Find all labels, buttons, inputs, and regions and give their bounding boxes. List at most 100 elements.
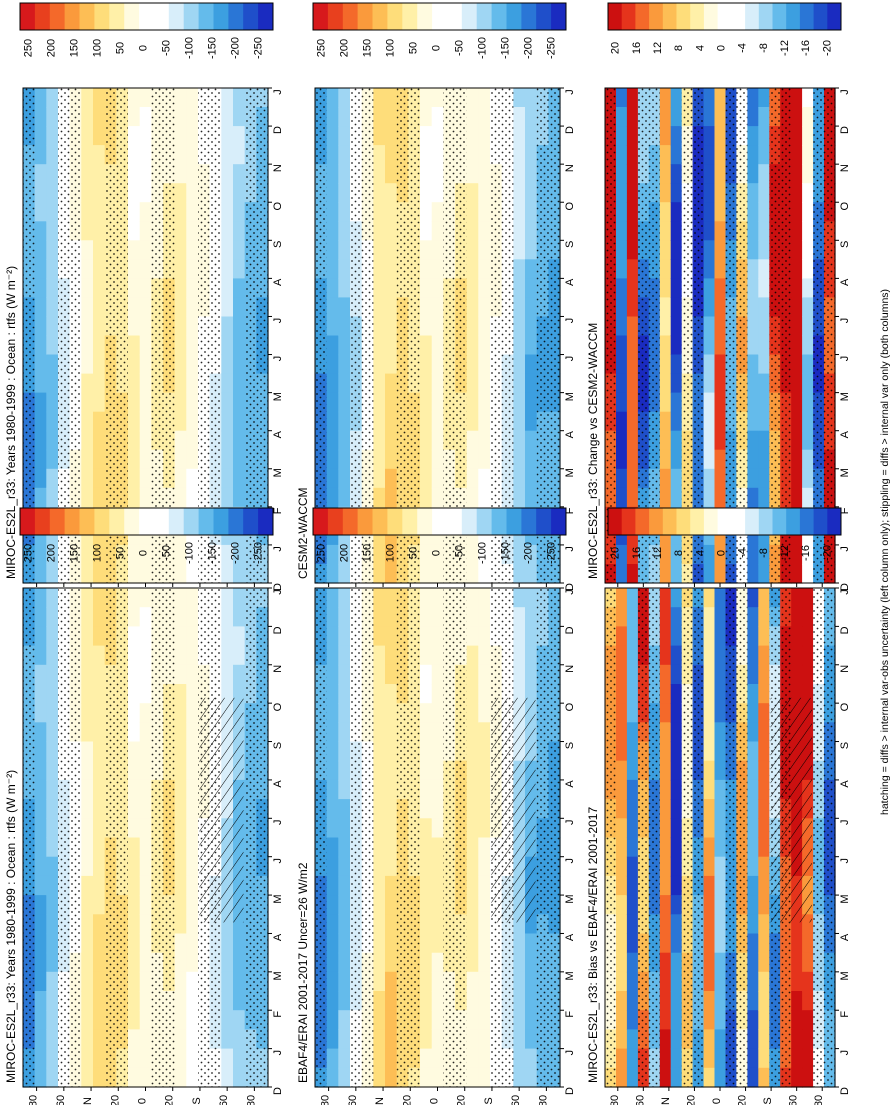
heat-cell <box>385 626 398 647</box>
heat-cell <box>221 240 234 260</box>
heat-cell <box>81 107 94 127</box>
heat-cell <box>34 1029 47 1050</box>
heat-cell <box>338 741 351 762</box>
heat-cell <box>46 487 59 508</box>
heat-cell <box>34 818 47 839</box>
heat-cell <box>326 1010 339 1030</box>
heat-cell <box>373 1048 386 1069</box>
heat-cell <box>81 392 94 413</box>
heat-cell <box>46 202 59 222</box>
heat-cell <box>466 914 479 935</box>
heat-cell <box>478 373 491 394</box>
time-tick-label: D <box>272 1087 284 1095</box>
heat-cell <box>758 107 770 127</box>
heat-cell <box>81 564 94 584</box>
heat-cell <box>714 991 727 1011</box>
heat-cell <box>703 664 716 685</box>
heat-cell <box>420 1029 433 1050</box>
lat-tick-label: 20 <box>456 1095 468 1105</box>
heat-cell <box>326 316 339 337</box>
heat-cell <box>420 278 433 298</box>
time-tick-label: D <box>839 126 851 134</box>
stipple-band <box>769 88 781 583</box>
heat-cell <box>420 703 433 723</box>
heat-cell <box>714 392 727 413</box>
heat-cell <box>34 779 47 800</box>
heat-cell <box>703 971 716 992</box>
heat-cell <box>478 779 491 800</box>
time-tick-label: M <box>272 392 284 401</box>
time-tick-label: A <box>564 780 576 788</box>
heat-cell <box>466 240 479 260</box>
panel-title: MIROC-ES2L_r33: Years 1980-1999 : Ocean … <box>4 266 18 579</box>
heat-cell <box>338 933 351 954</box>
heat-cell <box>478 145 491 165</box>
heat-cell <box>93 991 106 1011</box>
heat-cell <box>186 626 199 647</box>
stipple-band <box>116 88 128 583</box>
heat-cell <box>139 933 152 954</box>
heat-cell <box>758 88 770 108</box>
heat-cell <box>338 335 351 356</box>
time-tick-label: J <box>839 589 851 595</box>
heat-cell <box>525 1067 538 1088</box>
heat-cell <box>659 88 672 108</box>
heat-cell <box>616 588 628 608</box>
heat-cell <box>34 126 47 146</box>
heat-cell <box>174 818 187 839</box>
colorbar-swatch <box>551 3 567 30</box>
colorbar-tick-label: 0 <box>431 45 443 51</box>
heat-cell <box>420 487 433 508</box>
heat-cell <box>703 588 716 608</box>
heat-cell <box>139 684 152 704</box>
heat-cell <box>174 588 187 608</box>
heat-cell <box>139 449 152 470</box>
heat-cell <box>626 88 639 108</box>
heat-cell <box>186 335 199 356</box>
colorbar-swatch <box>786 3 801 30</box>
lat-tick-label: 20 <box>109 1095 121 1105</box>
heat-cell <box>373 1010 386 1030</box>
heat-cell <box>703 895 716 915</box>
heat-cell <box>338 818 351 839</box>
heat-cell <box>81 145 94 165</box>
heat-cell <box>46 373 59 394</box>
heat-cell <box>747 1048 759 1069</box>
heat-cell <box>525 183 538 203</box>
heat-cell <box>420 914 433 935</box>
heat-cell <box>81 684 94 704</box>
heat-cell <box>703 487 716 508</box>
heat-cell <box>431 202 444 222</box>
heat-cell <box>802 914 814 935</box>
heat-cell <box>338 183 351 203</box>
heat-cell <box>616 914 628 935</box>
heat-cell <box>326 335 339 356</box>
heat-cell <box>46 564 59 584</box>
colorbar-tick-label: -4 <box>737 548 749 558</box>
heat-cell <box>174 373 187 394</box>
heat-cell <box>93 626 106 647</box>
heat-cell <box>221 487 234 508</box>
heat-cell <box>34 607 47 627</box>
heat-cell <box>385 392 398 413</box>
heat-cell <box>93 164 106 184</box>
time-tick-label: J <box>564 1050 576 1056</box>
time-tick-label: M <box>272 971 284 980</box>
heat-cell <box>93 335 106 356</box>
heat-cell <box>139 607 152 627</box>
heat-cell <box>385 607 398 627</box>
heat-cell <box>431 626 444 647</box>
heat-cell <box>128 875 141 896</box>
heat-cell <box>616 107 628 127</box>
heat-cell <box>791 933 803 954</box>
lat-tick-label: 60 <box>634 1095 646 1105</box>
heat-cell <box>385 202 398 222</box>
heat-cell <box>791 1067 803 1088</box>
panel-5: 80 60 N 20 0 20 S 60 80DJFMAMJJASONDJMIROC-ES2L_… <box>586 507 851 1107</box>
colorbar-swatch <box>20 508 36 535</box>
hatch-region <box>199 697 244 923</box>
heat-cell <box>659 1010 672 1030</box>
heat-cell <box>385 564 398 584</box>
heat-cell <box>747 354 759 375</box>
heat-cell <box>174 895 187 915</box>
